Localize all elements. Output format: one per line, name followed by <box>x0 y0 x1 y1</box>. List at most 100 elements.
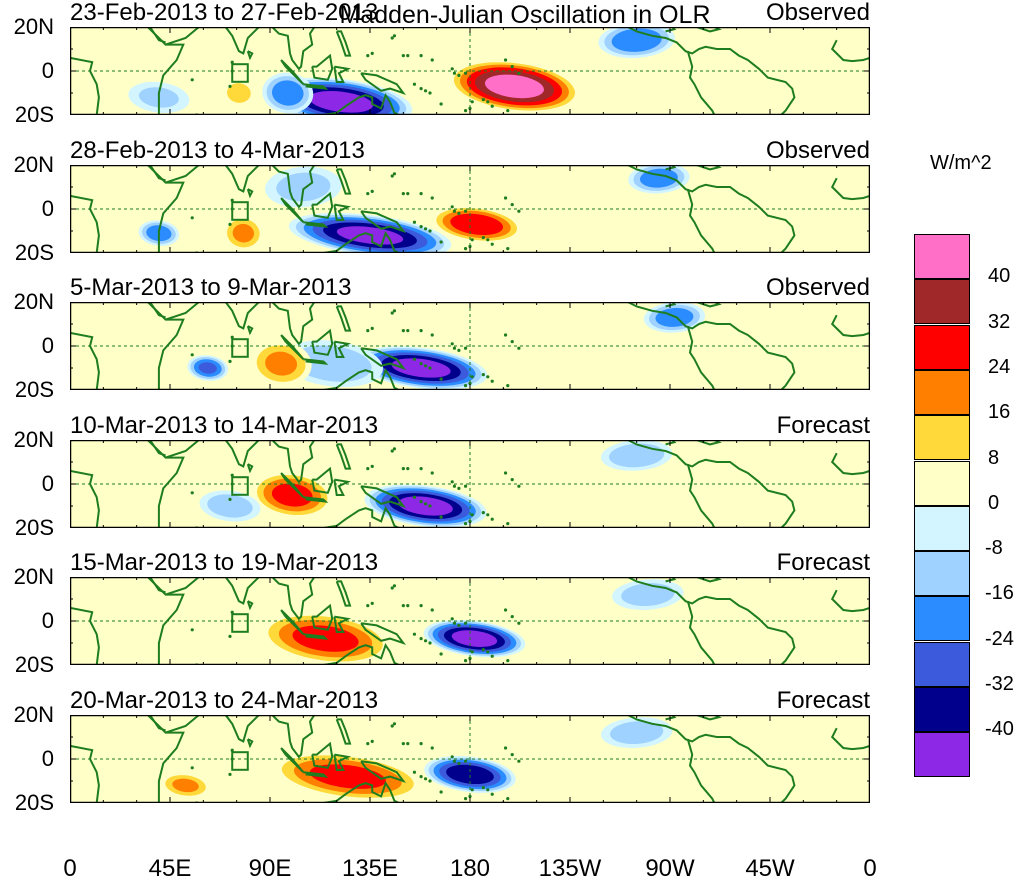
coastline <box>165 440 200 459</box>
island-marker <box>390 174 394 178</box>
island-marker <box>366 742 370 746</box>
island-marker <box>428 641 432 645</box>
negative-anomaly-contour <box>309 90 373 113</box>
island-marker <box>401 604 405 608</box>
coastline <box>686 325 716 390</box>
coastline <box>686 738 716 803</box>
island-marker <box>419 500 423 504</box>
island-marker <box>430 608 434 612</box>
island-marker <box>230 60 234 64</box>
coastline <box>165 302 200 321</box>
island-marker <box>439 652 443 656</box>
island-marker <box>430 196 434 200</box>
island-marker <box>503 608 508 612</box>
coastline <box>246 50 254 61</box>
coastline <box>149 440 166 457</box>
island-marker <box>470 100 474 104</box>
island-marker <box>470 788 474 792</box>
island-marker <box>390 449 394 453</box>
island-marker <box>486 100 490 104</box>
island-marker <box>486 238 490 242</box>
coastline <box>70 194 100 253</box>
coastline <box>311 53 334 81</box>
region-box <box>231 751 249 771</box>
coastline <box>311 328 334 356</box>
island-marker <box>450 205 454 209</box>
panel-type-label: Observed <box>765 137 870 164</box>
negative-anomaly-contour <box>451 630 498 647</box>
coastline <box>686 600 716 665</box>
island-marker <box>230 610 234 614</box>
island-marker <box>468 244 472 248</box>
coastline <box>246 463 254 474</box>
region-box <box>231 613 249 633</box>
coastline <box>149 302 166 319</box>
island-marker <box>439 790 443 794</box>
colorbar-swatch <box>914 551 970 597</box>
island-marker <box>452 71 457 75</box>
coastline <box>830 589 870 613</box>
coastline <box>360 485 407 508</box>
coastline <box>149 165 166 182</box>
island-marker <box>463 247 468 251</box>
island-marker <box>470 513 474 517</box>
coastline <box>360 210 407 233</box>
coastline <box>335 30 352 57</box>
island-marker <box>510 615 514 619</box>
coastline <box>70 577 185 665</box>
island-marker <box>463 346 468 350</box>
panel-type-label: Forecast <box>776 687 870 714</box>
island-marker <box>392 447 397 451</box>
colorbar-swatch <box>914 324 970 370</box>
island-marker <box>470 375 474 379</box>
island-marker <box>423 364 428 368</box>
island-marker <box>463 484 468 488</box>
island-marker <box>190 766 194 770</box>
island-marker <box>503 196 508 200</box>
olr-map-svg <box>70 440 870 528</box>
island-marker <box>370 326 374 330</box>
coastline <box>271 715 316 759</box>
coastline <box>360 347 407 370</box>
island-marker <box>463 522 468 526</box>
region-box <box>231 63 249 83</box>
coastline <box>303 496 329 503</box>
island-marker <box>457 211 461 215</box>
island-marker <box>370 601 374 605</box>
island-marker <box>517 484 521 488</box>
coastline <box>335 305 352 332</box>
island-marker <box>457 623 461 627</box>
latitude-label: 20N <box>13 152 54 177</box>
island-marker <box>392 722 397 726</box>
panel-date-range: 10-Mar-2013 to 14-Mar-2013 <box>70 412 379 439</box>
island-marker <box>486 650 490 654</box>
island-marker <box>412 357 417 361</box>
island-marker <box>228 359 232 363</box>
island-marker <box>228 634 232 638</box>
colorbar-swatch <box>914 234 970 279</box>
colorbar-value: 16 <box>988 401 1011 424</box>
island-marker <box>503 471 508 475</box>
colorbar-value: 24 <box>988 355 1011 378</box>
colorbar-value: -16 <box>985 582 1014 605</box>
region-box <box>231 476 249 496</box>
island-marker <box>481 648 485 652</box>
coastline <box>686 188 716 253</box>
island-marker <box>452 621 457 625</box>
island-marker <box>506 384 510 388</box>
island-marker <box>392 584 397 588</box>
island-marker <box>370 464 374 468</box>
coastline <box>70 440 185 528</box>
island-marker <box>510 203 514 207</box>
latitude-label: 0 <box>41 333 54 358</box>
coastline <box>335 580 352 607</box>
panel-type-label: Forecast <box>776 412 870 439</box>
island-marker <box>506 247 510 251</box>
latitude-label: 20N <box>13 14 54 39</box>
colorbar-swatch <box>914 505 970 551</box>
island-marker <box>430 58 434 62</box>
coastline <box>303 771 329 778</box>
island-marker <box>392 34 397 38</box>
island-marker <box>503 746 508 750</box>
island-marker <box>230 335 234 339</box>
